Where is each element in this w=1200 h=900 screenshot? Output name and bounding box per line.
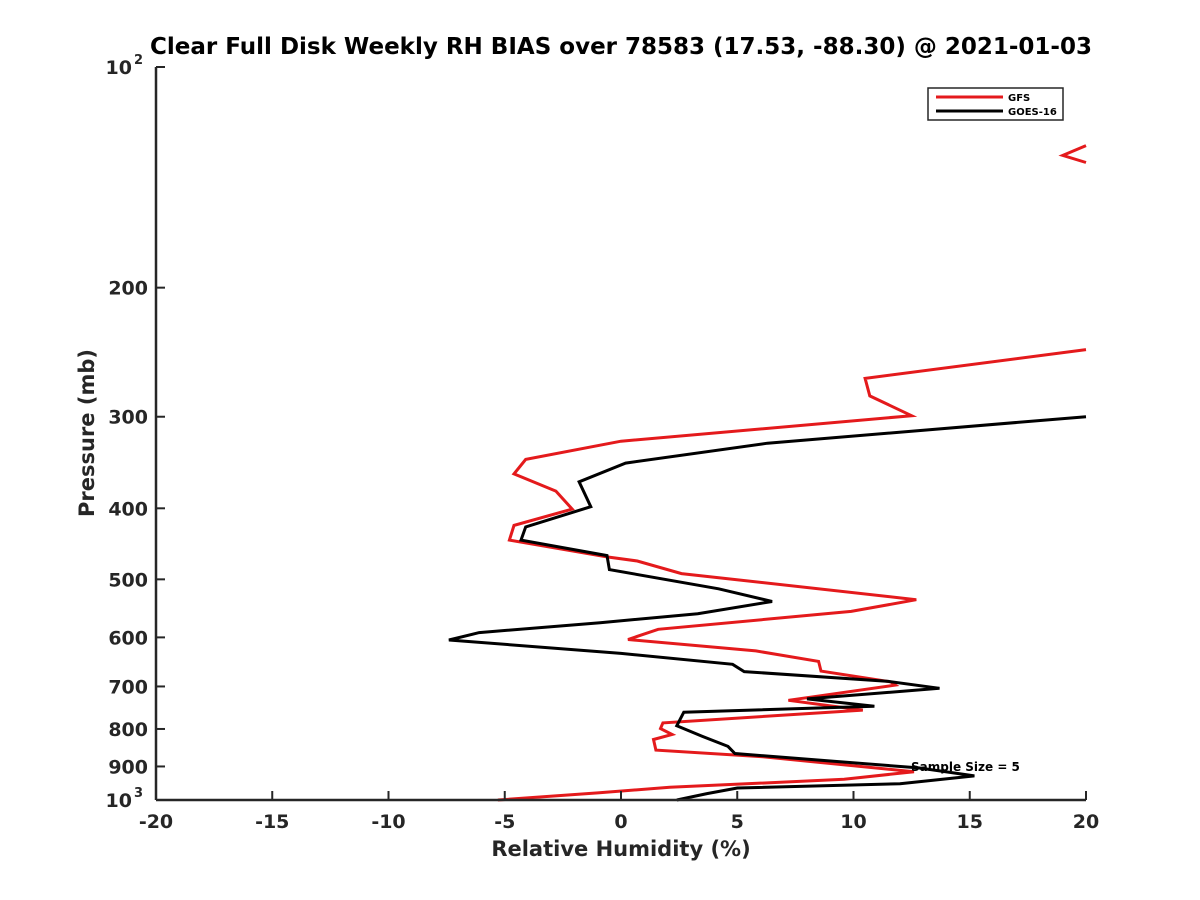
x-tick-label: -5 <box>494 811 515 833</box>
y-tick-label: 400 <box>108 498 148 520</box>
y-tick-label: 900 <box>108 756 148 778</box>
y-tick-label-exponent: 2 <box>134 53 143 68</box>
chart-title: Clear Full Disk Weekly RH BIAS over 7858… <box>150 34 1092 60</box>
series-line-gfs-segment-2 <box>497 348 1087 802</box>
legend-box <box>927 87 1064 121</box>
x-axis-label: Relative Humidity (%) <box>491 837 750 861</box>
x-tick-label: 10 <box>840 811 866 833</box>
x-tick-label: -10 <box>371 811 405 833</box>
x-tick-label: 20 <box>1073 811 1099 833</box>
y-tick-label: 200 <box>108 278 148 300</box>
plot-area <box>448 144 1087 802</box>
x-tick-label: 15 <box>957 811 983 833</box>
legend-label-goes-16: GOES-16 <box>1008 107 1057 118</box>
x-axis: -20 -15 -10 -5 0 5 10 15 20 <box>139 791 1099 833</box>
y-tick-label-power: 10 2 <box>106 53 144 79</box>
legend: GFS GOES-16 <box>927 87 1064 121</box>
y-tick-label: 500 <box>108 569 148 591</box>
y-tick-label-power: 10 3 <box>106 786 144 812</box>
y-tick-label: 300 <box>108 407 148 429</box>
series-line-gfs-segment-1 <box>1058 144 1087 164</box>
y-tick-label: 700 <box>108 676 148 698</box>
legend-label-gfs: GFS <box>1008 93 1030 104</box>
series-line-goes-16-segment-1 <box>448 415 1087 802</box>
x-tick-label: -20 <box>139 811 173 833</box>
y-tick-label-exponent: 3 <box>134 786 143 801</box>
sample-size-annotation: Sample Size = 5 <box>911 760 1020 774</box>
x-tick-label: 0 <box>614 811 627 833</box>
y-tick-label-base: 10 <box>106 790 132 812</box>
y-axis-label: Pressure (mb) <box>75 349 99 517</box>
y-tick-label-base: 10 <box>106 57 132 79</box>
x-tick-label: -15 <box>255 811 289 833</box>
x-tick-label: 5 <box>731 811 744 833</box>
y-tick-label: 600 <box>108 627 148 649</box>
y-tick-label: 800 <box>108 719 148 741</box>
